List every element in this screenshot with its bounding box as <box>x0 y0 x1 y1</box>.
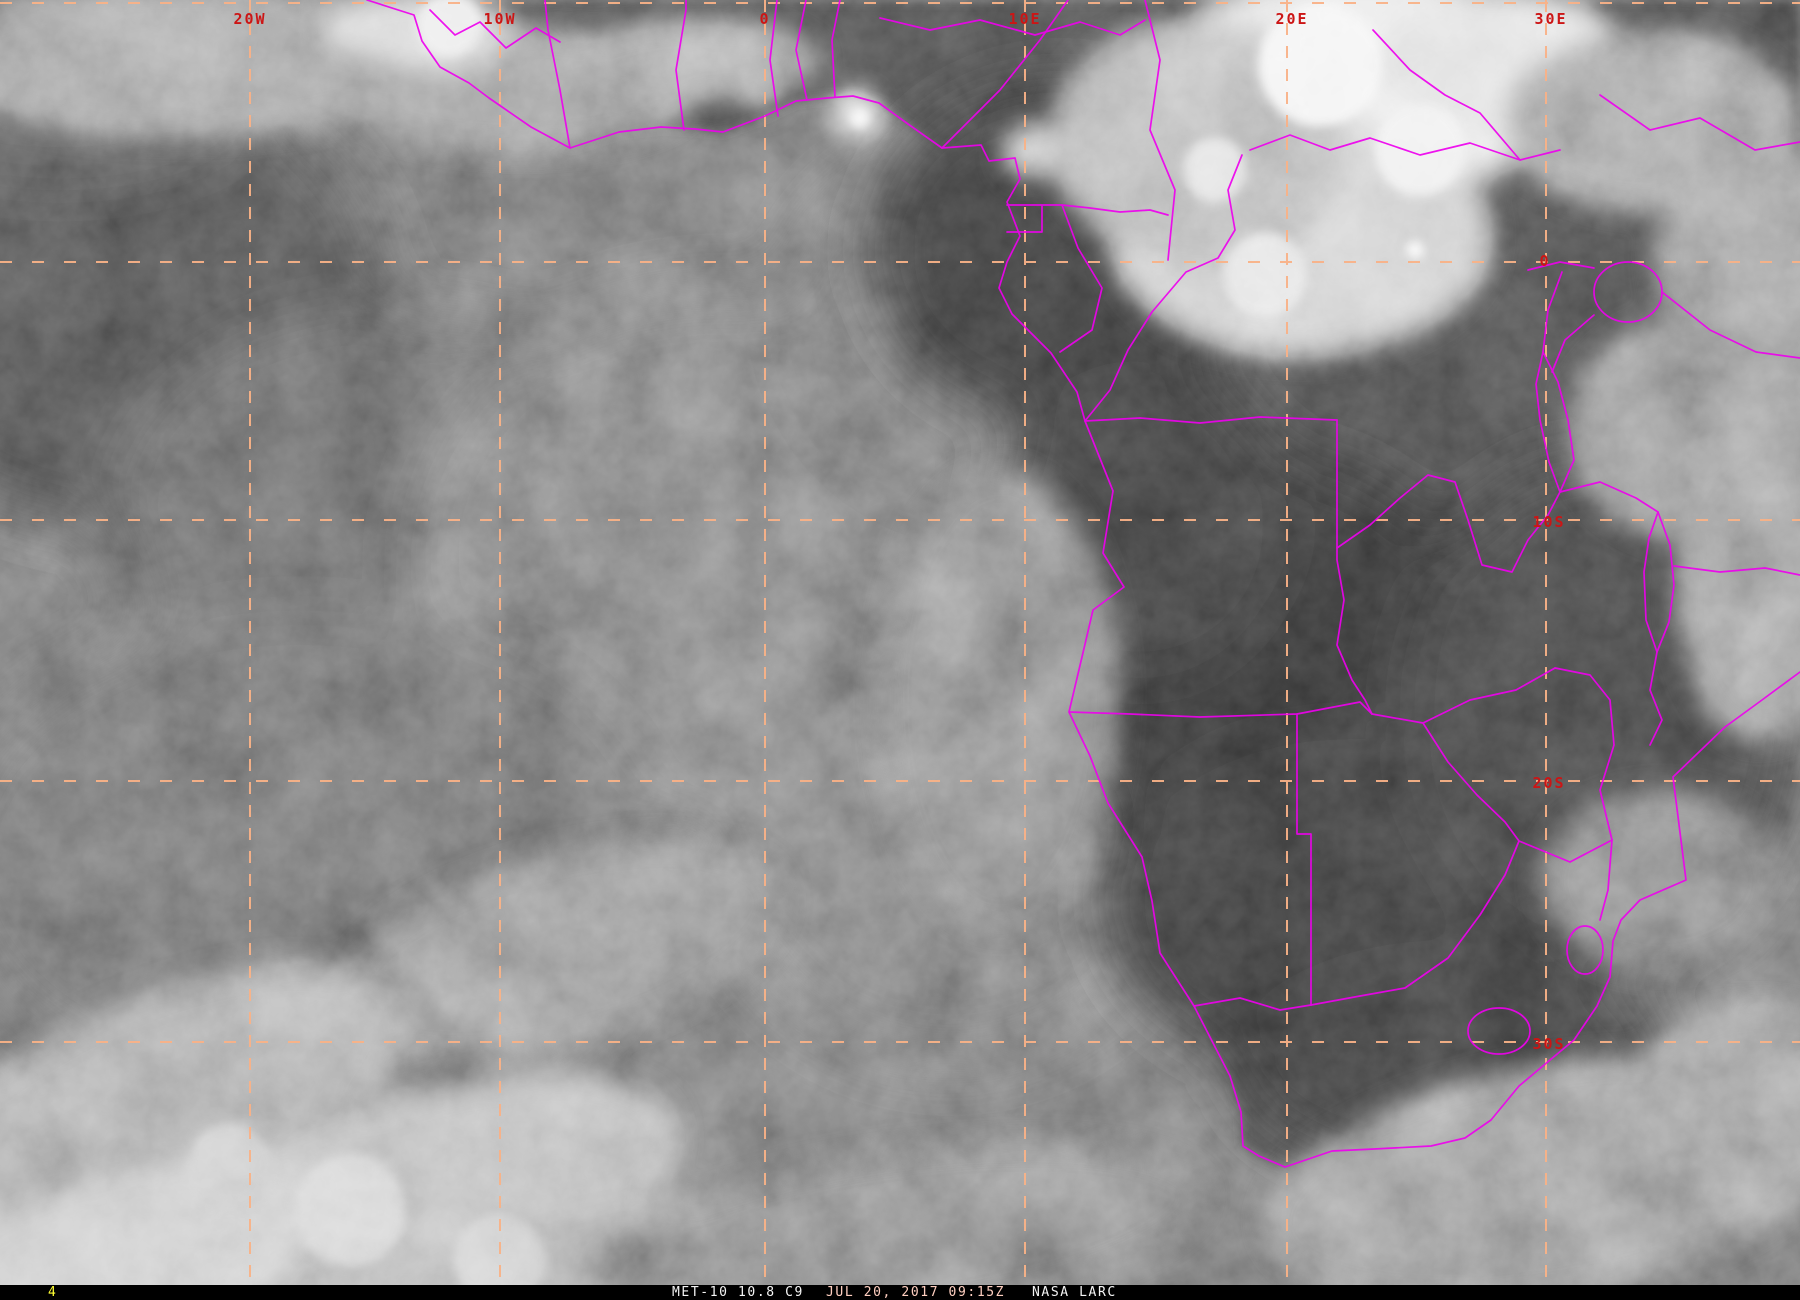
border-uganda-drc <box>1527 261 1595 271</box>
border-eq-guinea <box>1006 205 1043 233</box>
longitude-label-10w: 10W <box>483 10 516 28</box>
border-cameroon-car <box>1144 0 1176 261</box>
border-benin-nigeria <box>831 0 841 98</box>
border-liberia-ivorycoast <box>544 0 571 149</box>
caption-bar: 4 MET-10 10.8 C9 JUL 20, 2017 09:15Z NAS… <box>0 1285 1800 1300</box>
border-sudan-ethiopia <box>1599 94 1800 151</box>
border-zimbabwe-southafrica <box>1518 839 1613 863</box>
latitude-label-30s: 30S <box>1532 1035 1565 1053</box>
longitude-label-10e: 10E <box>1008 10 1041 28</box>
longitude-label-20w: 20W <box>233 10 266 28</box>
datetime-label: JUL 20, 2017 09:15Z <box>826 1285 1006 1300</box>
border-nigeria-cameroon <box>941 0 1069 149</box>
border-ivorycoast-ghana <box>675 0 687 131</box>
border-lesotho <box>1467 1007 1531 1055</box>
border-cameroon-south <box>1006 204 1169 216</box>
border-rwanda-burundi <box>1551 314 1595 373</box>
border-zambia-tanzania <box>1559 481 1659 513</box>
border-car-drc <box>1249 134 1561 161</box>
border-angola-zambia <box>1336 419 1373 715</box>
longitude-label-20e: 20E <box>1275 10 1308 28</box>
longitude-label-0: 0 <box>759 10 770 28</box>
border-malawi-mozambique <box>1649 651 1663 746</box>
border-tanzania-mozambique <box>1673 565 1800 576</box>
border-namibia-botswana <box>1296 713 1312 1006</box>
border-botswana-southafrica <box>1310 840 1520 1006</box>
border-drc-angola <box>1084 416 1338 424</box>
latitude-label-10s: 10S <box>1532 513 1565 531</box>
border-gabon-congo <box>1059 204 1103 353</box>
satellite-channel-label: MET-10 10.8 C9 <box>672 1285 804 1300</box>
border-namibia-southafrica <box>1193 997 1312 1011</box>
frame-number-label: 4 <box>48 1285 58 1300</box>
border-sahel-north <box>879 17 1146 36</box>
graticule-labels: 20W 10W 0 10E 20E 30E 0 10S 20S 30S <box>233 10 1567 1053</box>
border-drc-east-lakes <box>1542 271 1563 353</box>
border-zambia-drc <box>1336 474 1561 573</box>
longitude-label-30e: 30E <box>1534 10 1567 28</box>
latitude-label-0: 0 <box>1539 252 1550 270</box>
coastline-africa <box>366 0 1800 1168</box>
latitude-label-20s: 20S <box>1532 774 1565 792</box>
border-togo-benin <box>795 0 808 101</box>
border-westafrica-sahel <box>429 9 561 49</box>
border-congo-river <box>1084 154 1243 422</box>
border-car-sudan <box>1372 29 1521 161</box>
political-borders <box>366 0 1800 1168</box>
border-swaziland <box>1566 925 1604 975</box>
border-zimbabwe-mozambique <box>1554 667 1615 841</box>
border-ghana-togo <box>769 0 779 117</box>
border-kruger <box>1599 839 1613 921</box>
border-botswana-zimbabwe <box>1422 722 1520 842</box>
border-zambia-zimbabwe <box>1371 667 1556 724</box>
border-tanzania-kenya <box>1661 291 1800 359</box>
credit-label: NASA LARC <box>1032 1285 1117 1300</box>
border-angola-namibia <box>1068 701 1373 718</box>
